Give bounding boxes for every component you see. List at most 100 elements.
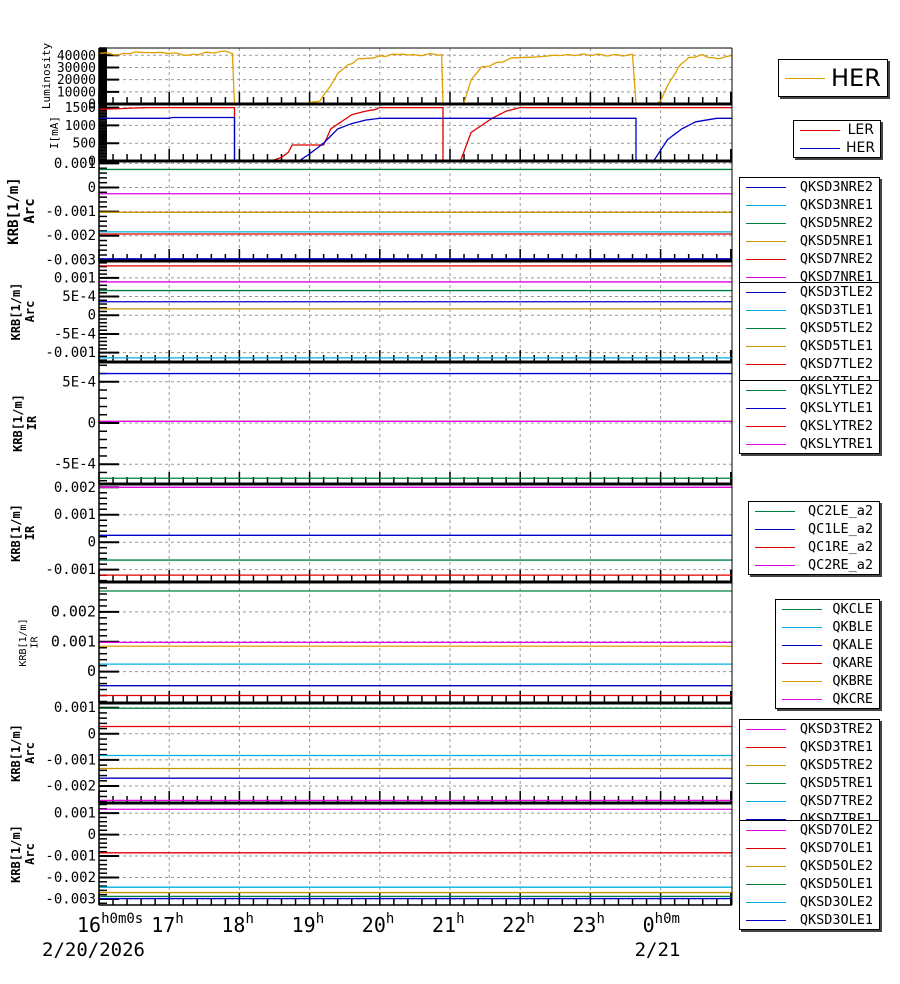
legend-label: QKSD7NRE2 [799,251,873,267]
series-group [99,707,732,802]
legend-item: QKSD3NRE1 [740,196,879,214]
y-axis-label: KRB[1/m]IR [9,504,37,562]
y-axis-label-line: IR [25,415,39,430]
x-tick-hour: 21 [432,913,456,937]
legend-arc-ole: QKSD7OLE2 QKSD7OLE1 QKSD5OLE2 QKSD5OLE1 QKSD… [739,820,880,930]
x-tick-hour: 0 [643,913,655,937]
x-tick-hour: 19 [292,913,316,937]
legend-item: QKSD7NRE2 [740,250,879,268]
y-axis-label: KRB[1/m]IR [18,618,41,666]
legend-label: QKSD5NRE2 [799,215,873,231]
panel-arc-tre: 0.001 0 -0.001 -0.002 KRB[1/m]Arc [9,700,733,803]
y-axis-label: KRB[1/m]IR [11,394,39,452]
y-tick-label: 0 [88,416,96,432]
legend-item: QKBRE [776,672,879,690]
legend-item: QKCLE [776,600,879,618]
panel-ir-qc: 0.002 0.001 0 -0.001 KRB[1/m]IR [9,480,733,582]
legend-swatch [782,663,822,664]
x-tick-unit: h [456,911,464,927]
legend-item: QC2RE_a2 [749,556,879,574]
y-axis-label: Luminosity [40,43,53,110]
legend-label: QC2LE_a2 [807,503,873,519]
legend-swatch [746,223,786,224]
y-tick-label: 0 [88,155,96,170]
panel-arc-ole: 0.001 0 -0.001 -0.002 -0.003 KRB[1/m]Arc [9,801,733,907]
legend-item: QKSD7TLE2 [740,355,879,373]
legend-ir-qk: QKCLE QKBLE QKALE QKARE QKBRE QKCRE [775,599,880,709]
y-tick-label: -0.001 [45,752,96,768]
legend-item: QKSLYTRE2 [740,417,879,435]
y-axis-label-line: Luminosity [40,43,53,110]
legend-swatch [782,609,822,610]
legend-swatch [746,205,786,206]
y-tick-label: 20000 [57,73,96,88]
legend-swatch [746,444,786,445]
legend-swatch [746,920,786,921]
legend-label: QKCLE [832,601,873,617]
y-axis-label-line: KRB[1/m] [9,504,23,562]
legend-swatch [746,259,786,260]
series-group [99,590,732,697]
y-axis-label: KRB[1/m]Arc [9,283,37,341]
series-line-her [99,116,732,161]
legend-swatch [746,830,786,831]
legend-item: QKSD3OLE1 [740,911,879,929]
legend-label: HER [831,64,881,92]
y-tick-label: 5E-4 [62,374,96,390]
legend-swatch [746,346,786,347]
y-tick-label: -0.001 [45,562,96,578]
legend-swatch [746,848,786,849]
legend-swatch [800,130,840,131]
y-tick-label: 0.001 [54,156,96,172]
legend-current: LER HER [793,120,881,158]
y-axis-label: KRB[1/m]Arc [9,825,37,883]
legend-swatch [755,547,795,548]
legend-label: QKSD7TRE2 [799,793,873,809]
legend-swatch [800,148,840,149]
series-group [99,372,732,479]
legend-item: QKSD5TLE2 [740,319,879,337]
legend-swatch [746,292,786,293]
y-tick-label: 10000 [57,85,96,100]
legend-item: QC2LE_a2 [749,502,879,520]
y-tick-label: 500 [73,137,96,152]
x-tick-label: 17h [151,911,184,937]
y-tick-label: -0.002 [45,779,96,795]
legend-label: QKSLYTRE2 [799,418,873,434]
legend-swatch [746,328,786,329]
panel-arc-tle: 0.001 5E-4 0 -5E-4 -0.001 KRB[1/m]Arc [9,259,733,362]
legend-item: QKSLYTLE1 [740,399,879,417]
legend-item: HER [779,60,887,96]
series-line-ler [99,106,732,161]
y-tick-label: -0.002 [45,870,96,886]
legend-label: QKBRE [832,673,873,689]
y-tick-label: 5E-4 [62,289,96,305]
x-tick-unit: h0m0s [101,911,143,927]
legend-swatch [755,511,795,512]
legend-label: HER [846,140,876,156]
legend-item: HER [794,139,880,157]
legend-label: QC1RE_a2 [807,539,873,555]
x-tick-hour: 23 [572,913,596,937]
series-group [99,265,732,359]
legend-item: QKSD3TLE1 [740,301,879,319]
legend-swatch [746,310,786,311]
y-tick-label: -0.003 [45,891,96,907]
y-tick-label: -5E-4 [54,326,96,342]
legend-ir-qc: QC2LE_a2 QC1LE_a2 QC1RE_a2 QC2RE_a2 [748,501,880,575]
legend-swatch [746,277,786,278]
legend-item: QKSD3TLE2 [740,283,879,301]
y-axis-label-line: Arc [23,742,37,764]
y-axis-label: KRB[1/m]Arc [9,724,37,782]
x-tick-label: 21h [432,911,465,937]
legend-swatch [785,78,825,79]
legend-item: QKSD7NRE1 [740,268,879,286]
x-tick-unit: h0m [655,911,680,927]
legend-swatch [746,801,786,802]
legend-label: QKSD5TLE2 [799,320,873,336]
y-axis-label-line: Arc [22,198,38,223]
legend-luminosity: HER [778,59,888,97]
legend-swatch [746,426,786,427]
legend-swatch [746,902,786,903]
y-axis-label: I[mA] [48,116,61,149]
